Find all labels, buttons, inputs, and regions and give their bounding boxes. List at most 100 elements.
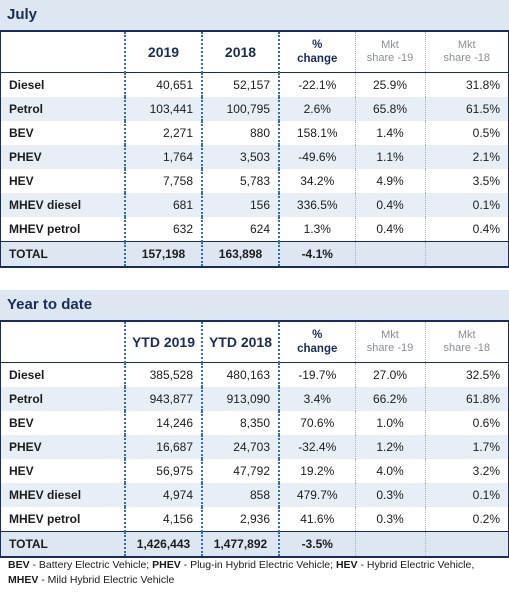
header-ytd-2018: YTD 2018 <box>201 322 279 363</box>
value-previous: 913,090 <box>201 387 279 411</box>
footnote: BEV - Battery Electric Vehicle; PHEV - P… <box>0 558 509 588</box>
total-empty-cell <box>424 531 508 556</box>
value-current: 1,764 <box>124 145 202 169</box>
total-previous: 163,898 <box>201 241 279 266</box>
table-row: BEV 14,246 8,350 70.6% 1.0% 0.6% <box>1 411 508 435</box>
total-current: 1,426,443 <box>124 531 202 556</box>
mkt-share-previous: 0.1% <box>424 483 508 507</box>
pct-change: -49.6% <box>278 145 355 169</box>
table-row: PHEV 1,764 3,503 -49.6% 1.1% 2.1% <box>1 145 508 169</box>
row-label: Diesel <box>9 368 45 382</box>
table-row: MHEV petrol 632 624 1.3% 0.4% 0.4% <box>1 217 508 242</box>
table-row: Petrol 103,441 100,795 2.6% 65.8% 61.5% <box>1 97 508 121</box>
mkt-share-current: 27.0% <box>354 362 425 387</box>
mkt-share-previous: 61.5% <box>424 97 508 121</box>
table-row: MHEV diesel 4,974 858 479.7% 0.3% 0.1% <box>1 483 508 507</box>
mkt-share-previous: 31.8% <box>424 72 508 97</box>
value-previous: 5,783 <box>201 169 279 193</box>
row-label: HEV <box>9 464 34 478</box>
header-blank <box>1 32 125 73</box>
footnote-bev-abbr: BEV <box>8 559 30 571</box>
row-label: MHEV diesel <box>1 483 125 507</box>
footnote-mhev-abbr: MHEV <box>8 574 39 586</box>
mkt-share-current: 66.2% <box>354 387 425 411</box>
row-label: HEV <box>9 174 34 188</box>
value-current: 16,687 <box>124 435 202 459</box>
value-current: 4,974 <box>124 483 202 507</box>
july-table: 2019 2018 % change Mkt share -19 Mkt share … <box>1 32 508 266</box>
mkt-share-previous: 0.2% <box>424 507 508 532</box>
footnote-phev-abbr: PHEV <box>152 559 181 571</box>
value-previous: 480,163 <box>201 362 279 387</box>
footnote-phev-text: - Plug-in Hybrid Electric Vehicle; <box>180 559 336 571</box>
row-label: MHEV petrol <box>9 512 81 526</box>
value-previous: 52,157 <box>201 72 279 97</box>
mkt-share-current: 65.8% <box>354 97 425 121</box>
july-table-frame: 2019 2018 % change Mkt share -19 Mkt share … <box>0 32 509 268</box>
footnote-bev-text: - Battery Electric Vehicle; <box>29 559 153 571</box>
footnote-mhev-text: - Mild Hybrid Electric Vehicle <box>38 574 175 586</box>
mkt-share-current: 0.4% <box>354 217 425 242</box>
mkt-share-current: 1.2% <box>354 435 425 459</box>
mkt-share-current: 4.0% <box>354 459 425 483</box>
ytd-section: Year to date YTD 2019 YTD 2018 % change M… <box>0 290 509 558</box>
footnote-hev-abbr: HEV <box>335 559 358 571</box>
ytd-title: Year to date <box>0 290 509 322</box>
mkt-share-previous: 32.5% <box>424 362 508 387</box>
footnote-hev-text: - Hybrid Electric Vehicle, <box>357 559 475 571</box>
pct-change: 336.5% <box>278 193 355 217</box>
pct-change: 3.4% <box>278 387 355 411</box>
value-current: 14,246 <box>124 411 202 435</box>
total-empty-cell <box>354 241 425 266</box>
table-row: Diesel 40,651 52,157 -22.1% 25.9% 31.8% <box>1 72 508 97</box>
mkt-share-previous: 0.1% <box>424 193 508 217</box>
table-row: MHEV petrol 4,156 2,936 41.6% 0.3% 0.2% <box>1 507 508 532</box>
row-label: Petrol <box>1 387 125 411</box>
header-mkt-share-19: Mkt share -19 <box>354 32 425 73</box>
row-label: BEV <box>9 126 34 140</box>
pct-change: 34.2% <box>278 169 355 193</box>
mkt-share-current: 1.0% <box>354 411 425 435</box>
pct-change: 158.1% <box>278 121 355 145</box>
pct-change: -19.7% <box>278 362 355 387</box>
value-current: 2,271 <box>124 121 202 145</box>
mkt-share-previous: 61.8% <box>424 387 508 411</box>
total-label: TOTAL <box>1 531 125 556</box>
mkt-share-previous: 3.2% <box>424 459 508 483</box>
ytd-table-frame: YTD 2019 YTD 2018 % change Mkt share -19 M… <box>0 322 509 558</box>
row-label: MHEV petrol <box>9 222 81 236</box>
pct-change: 41.6% <box>278 507 355 532</box>
value-previous: 3,503 <box>201 145 279 169</box>
value-previous: 47,792 <box>201 459 279 483</box>
value-current: 56,975 <box>124 459 202 483</box>
value-previous: 2,936 <box>201 507 279 532</box>
value-previous: 880 <box>201 121 279 145</box>
row-label: Petrol <box>1 97 125 121</box>
value-current: 385,528 <box>124 362 202 387</box>
table-row: PHEV 16,687 24,703 -32.4% 1.2% 1.7% <box>1 435 508 459</box>
total-row: TOTAL 157,198 163,898 -4.1% <box>1 241 508 266</box>
table-row: Petrol 943,877 913,090 3.4% 66.2% 61.8% <box>1 387 508 411</box>
mkt-share-previous: 1.7% <box>424 435 508 459</box>
ytd-header-row: YTD 2019 YTD 2018 % change Mkt share -19 M… <box>1 322 508 363</box>
value-previous: 24,703 <box>201 435 279 459</box>
mkt-share-current: 1.4% <box>354 121 425 145</box>
july-title: July <box>0 0 509 32</box>
value-current: 7,758 <box>124 169 202 193</box>
row-label: BEV <box>9 416 34 430</box>
table-row: HEV 7,758 5,783 34.2% 4.9% 3.5% <box>1 169 508 193</box>
total-pct-change: -4.1% <box>278 241 355 266</box>
total-empty-cell <box>424 241 508 266</box>
header-ytd-2019: YTD 2019 <box>124 322 202 363</box>
header-blank <box>1 322 125 363</box>
table-row: MHEV diesel 681 156 336.5% 0.4% 0.1% <box>1 193 508 217</box>
mkt-share-current: 0.3% <box>354 483 425 507</box>
total-row: TOTAL 1,426,443 1,477,892 -3.5% <box>1 531 508 556</box>
total-current: 157,198 <box>124 241 202 266</box>
table-row: BEV 2,271 880 158.1% 1.4% 0.5% <box>1 121 508 145</box>
mkt-share-current: 0.3% <box>354 507 425 532</box>
total-previous: 1,477,892 <box>201 531 279 556</box>
mkt-share-current: 25.9% <box>354 72 425 97</box>
header-mkt-share-18: Mkt share -18 <box>424 322 508 363</box>
mkt-share-current: 1.1% <box>354 145 425 169</box>
